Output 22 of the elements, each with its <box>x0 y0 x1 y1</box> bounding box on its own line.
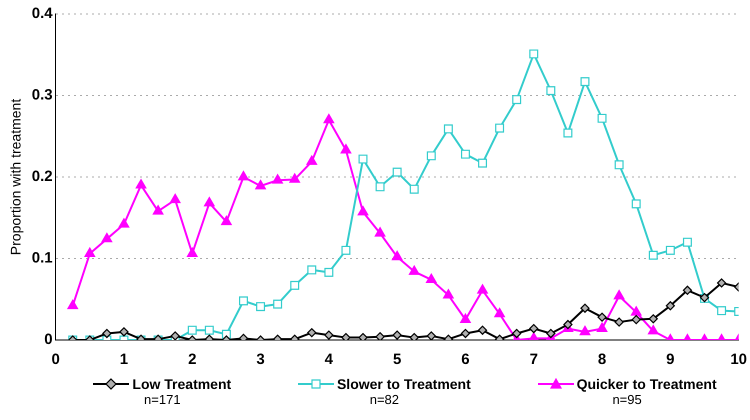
y-axis-title: Proportion with treatment <box>7 98 24 256</box>
text: n=82 <box>368 392 400 407</box>
x-tick-label: 6 <box>461 351 470 368</box>
x-tick-label: 5 <box>392 351 402 368</box>
x-tick-label: 1 <box>120 351 128 368</box>
legend-label: Quicker to Treatment <box>576 376 717 392</box>
y-tick-label: 0.4 <box>32 5 54 22</box>
x-tick-label: 7 <box>530 351 538 368</box>
legend-label: Slower to Treatment <box>336 376 471 392</box>
legend-label: Low Treatment <box>132 376 232 392</box>
y-tick-label: 0.2 <box>32 168 53 186</box>
y-tick-label: 0.1 <box>32 250 53 267</box>
text: n=95 <box>611 392 643 407</box>
y-tick-label: 0.3 <box>32 86 53 104</box>
x-tick-label: 4 <box>324 351 334 368</box>
text: n=171 <box>143 392 182 407</box>
x-tick-label: 10 <box>730 351 747 368</box>
x-tick-label: 9 <box>666 351 675 368</box>
x-tick-label: 8 <box>598 351 606 368</box>
y-tick-label: 0 <box>44 331 53 348</box>
x-tick-label: 2 <box>188 351 196 368</box>
x-tick-label: 3 <box>256 351 265 368</box>
